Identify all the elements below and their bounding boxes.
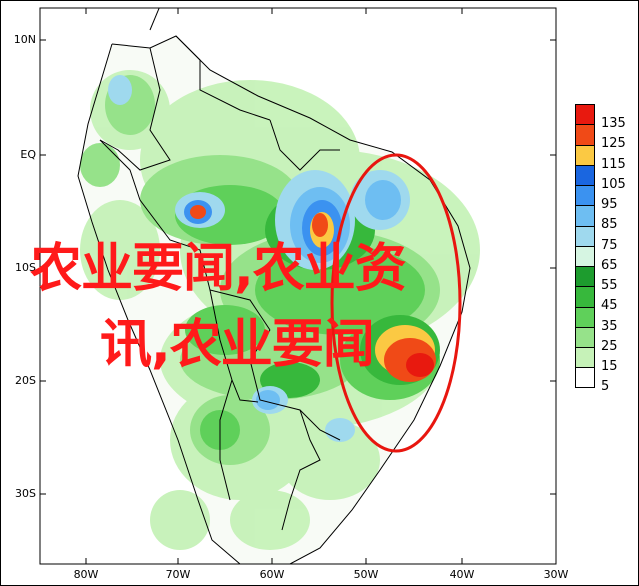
- legend-value: 45: [601, 298, 618, 314]
- legend-row: 25: [575, 326, 635, 353]
- legend-swatch: [575, 104, 595, 125]
- legend-swatch: [575, 205, 595, 226]
- legend-row: 125: [575, 124, 635, 151]
- legend-row: 15: [575, 347, 635, 374]
- lon-label-50w: 50W: [353, 568, 379, 581]
- lat-label-10s: 10S: [15, 261, 36, 274]
- lat-label-20s: 20S: [15, 374, 36, 387]
- legend-value: 135: [601, 116, 626, 131]
- lon-label-60w: 60W: [259, 568, 285, 581]
- legend-row: 55: [575, 266, 635, 293]
- legend-value: 65: [601, 257, 618, 273]
- legend-swatch: [575, 326, 595, 347]
- legend-swatch: [575, 266, 595, 287]
- legend-swatch: [575, 185, 595, 206]
- legend-swatch: [575, 245, 595, 266]
- lat-label-10n: 10N: [13, 33, 36, 46]
- map-ticks: [40, 8, 556, 564]
- legend-value: 5: [601, 379, 610, 395]
- legend-row: 75: [575, 225, 635, 252]
- legend-value: 105: [601, 176, 626, 192]
- lon-label-70w: 70W: [165, 568, 191, 581]
- legend-row: 5: [575, 367, 635, 394]
- highlight-circle: [330, 153, 462, 453]
- lon-label-30w: 30W: [543, 568, 569, 581]
- legend-value: 75: [601, 237, 618, 253]
- legend-value: 115: [601, 156, 626, 172]
- precipitation-field: [40, 8, 556, 564]
- legend-row: 35: [575, 306, 635, 333]
- legend-swatch: [575, 286, 595, 307]
- legend-value: 95: [601, 197, 618, 212]
- lat-label-30s: 30S: [15, 487, 36, 500]
- legend-row: 65: [575, 245, 635, 272]
- legend-row: 85: [575, 205, 635, 232]
- legend-swatch: [575, 306, 595, 327]
- lon-label-80w: 80W: [73, 568, 99, 581]
- map-frame: [39, 7, 557, 565]
- legend-row: 135: [575, 104, 635, 131]
- legend-row: 105: [575, 164, 635, 191]
- legend-row: 115: [575, 144, 635, 171]
- legend-value: 35: [601, 318, 618, 334]
- legend-swatch: [575, 367, 595, 388]
- legend-value: 25: [601, 338, 618, 354]
- rain-135: [406, 353, 434, 377]
- color-legend: 135 125 115 105 95 85 75 65 55 45 35 25 15 5: [575, 104, 635, 394]
- legend-swatch: [575, 347, 595, 368]
- lat-label-eq: EQ: [20, 148, 36, 161]
- lon-label-40w: 40W: [449, 568, 475, 581]
- legend-value: 55: [601, 278, 618, 293]
- legend-swatch: [575, 124, 595, 145]
- overlay-title-line2: 讯,农业要闻: [100, 315, 375, 375]
- legend-row: 95: [575, 185, 635, 212]
- legend-row: 45: [575, 286, 635, 313]
- legend-value: 15: [601, 359, 618, 374]
- overlay-title-line1: 农业要闻,农业资: [30, 239, 407, 299]
- legend-swatch: [575, 164, 595, 185]
- legend-swatch: [575, 225, 595, 246]
- legend-value: 125: [601, 136, 626, 152]
- legend-swatch: [575, 144, 595, 165]
- legend-value: 85: [601, 217, 618, 233]
